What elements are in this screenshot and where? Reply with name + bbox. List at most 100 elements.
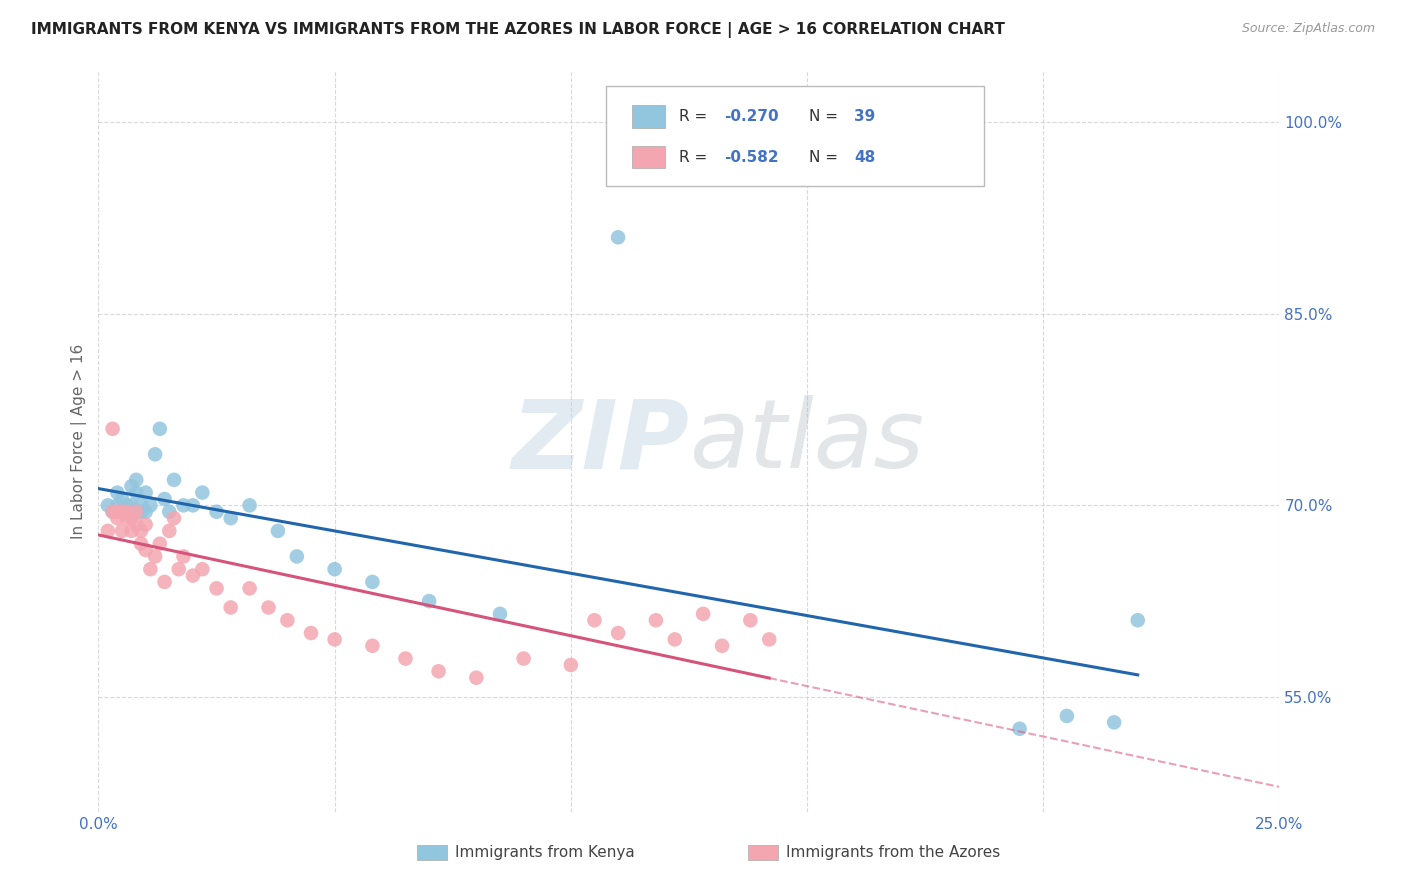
Point [125,505,148,519]
Point [115,505,138,519]
Point [149,536,172,550]
Text: -0.270: -0.270 [724,109,779,124]
Point [489,607,512,621]
Point [205,505,228,519]
Point [664,632,686,647]
Point [105,505,128,519]
Text: 48: 48 [855,150,876,165]
Point [191,485,214,500]
Point [219,511,242,525]
Point [153,491,176,506]
Point [115,499,138,513]
Point [153,574,176,589]
Point [257,600,280,615]
Point [135,517,157,532]
Point [361,574,384,589]
Point [418,594,440,608]
Point [143,447,166,461]
Point [111,505,134,519]
Point [394,651,416,665]
Point [758,632,780,647]
FancyBboxPatch shape [633,105,665,128]
Point [267,524,290,538]
Point [143,549,166,564]
Point [111,524,134,538]
Point [115,511,138,525]
Point [239,582,262,596]
Point [97,499,120,513]
Text: R =: R = [679,109,713,124]
Point [219,600,242,615]
Point [135,505,157,519]
Point [139,499,162,513]
Point [583,613,606,627]
Text: R =: R = [679,150,713,165]
Point [172,499,194,513]
Point [512,651,534,665]
Point [607,626,630,640]
Point [135,543,157,558]
Point [149,422,172,436]
Point [299,626,322,640]
Point [101,505,124,519]
Text: Immigrants from Kenya: Immigrants from Kenya [456,845,636,860]
Point [115,505,138,519]
Point [125,517,148,532]
Text: Source: ZipAtlas.com: Source: ZipAtlas.com [1241,22,1375,36]
Point [644,613,666,627]
Point [191,562,214,576]
Point [239,499,262,513]
Point [129,524,152,538]
Point [560,657,582,672]
Text: IMMIGRANTS FROM KENYA VS IMMIGRANTS FROM THE AZORES IN LABOR FORCE | AGE > 16 CO: IMMIGRANTS FROM KENYA VS IMMIGRANTS FROM… [31,22,1005,38]
FancyBboxPatch shape [633,145,665,169]
Point [121,524,143,538]
Point [1102,715,1125,730]
Point [205,582,228,596]
Point [163,511,186,525]
FancyBboxPatch shape [748,845,778,860]
Y-axis label: In Labor Force | Age > 16: In Labor Force | Age > 16 [72,344,87,539]
Point [105,485,128,500]
Point [101,505,124,519]
FancyBboxPatch shape [418,845,447,860]
Text: atlas: atlas [689,395,924,488]
Point [163,473,186,487]
Text: 39: 39 [855,109,876,124]
Point [1008,722,1031,736]
Point [711,639,734,653]
Point [121,511,143,525]
Point [129,505,152,519]
Point [97,524,120,538]
Point [157,524,180,538]
Point [361,639,384,653]
Point [129,499,152,513]
Point [139,562,162,576]
Point [101,422,124,436]
Point [125,485,148,500]
Point [121,479,143,493]
Point [111,491,134,506]
Point [125,473,148,487]
Text: ZIP: ZIP [510,395,689,488]
Point [181,568,204,582]
Point [105,499,128,513]
Point [465,671,488,685]
Point [1056,709,1078,723]
Text: Immigrants from the Azores: Immigrants from the Azores [786,845,1000,860]
FancyBboxPatch shape [606,87,984,186]
Point [167,562,190,576]
Point [276,613,298,627]
Point [427,665,450,679]
Point [157,505,180,519]
Text: N =: N = [810,109,844,124]
Point [181,499,204,513]
Point [285,549,308,564]
Point [172,549,194,564]
Point [111,505,134,519]
Point [105,511,128,525]
Point [135,485,157,500]
Point [129,536,152,550]
Point [323,562,346,576]
Point [692,607,714,621]
